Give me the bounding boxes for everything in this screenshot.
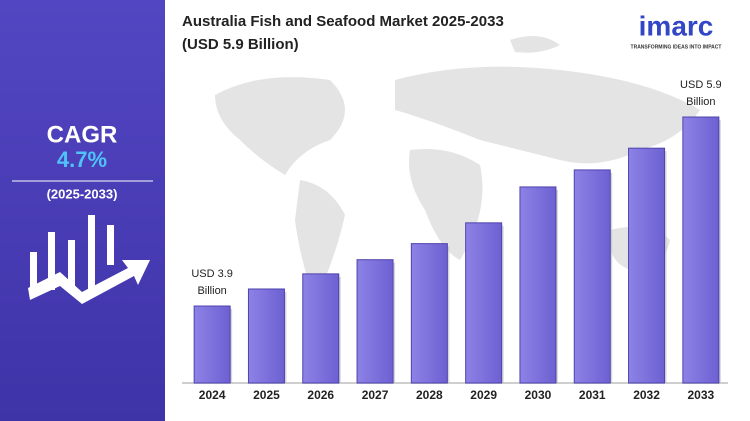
chart-title: Australia Fish and Seafood Market 2025-2… <box>182 13 504 30</box>
bar <box>465 222 503 384</box>
side-panel <box>0 0 165 421</box>
x-tick-label: 2025 <box>253 388 280 402</box>
x-tick-label: 2032 <box>633 388 660 402</box>
x-tick-label: 2029 <box>470 388 497 402</box>
x-tick-label: 2031 <box>579 388 606 402</box>
bar <box>410 243 448 384</box>
bar <box>573 169 611 384</box>
bar <box>628 147 666 384</box>
x-tick-label: 2028 <box>416 388 443 402</box>
chart-subtitle: (USD 5.9 Billion) <box>182 36 299 53</box>
x-tick-label: 2026 <box>307 388 334 402</box>
x-tick-label: 2033 <box>687 388 714 402</box>
bar <box>356 259 394 384</box>
bar <box>193 305 231 384</box>
x-tick-label: 2030 <box>525 388 552 402</box>
bar <box>682 116 720 384</box>
growth-icon <box>28 215 150 304</box>
bar <box>302 273 340 384</box>
brand-name: imarc <box>639 10 714 41</box>
x-tick-label: 2024 <box>199 388 226 402</box>
world-map <box>215 36 700 300</box>
bar <box>247 288 285 384</box>
brand-tagline: TRANSFORMING IDEAS INTO IMPACT <box>631 44 722 50</box>
bar <box>519 186 557 384</box>
cagr-value: 4.7% <box>57 147 107 172</box>
cagr-period: (2025-2033) <box>47 186 118 201</box>
x-tick-label: 2027 <box>362 388 389 402</box>
cagr-label: CAGR <box>47 121 118 148</box>
value-label: USD 3.9 Billion <box>191 268 233 297</box>
value-label: USD 5.9 Billion <box>680 79 722 108</box>
